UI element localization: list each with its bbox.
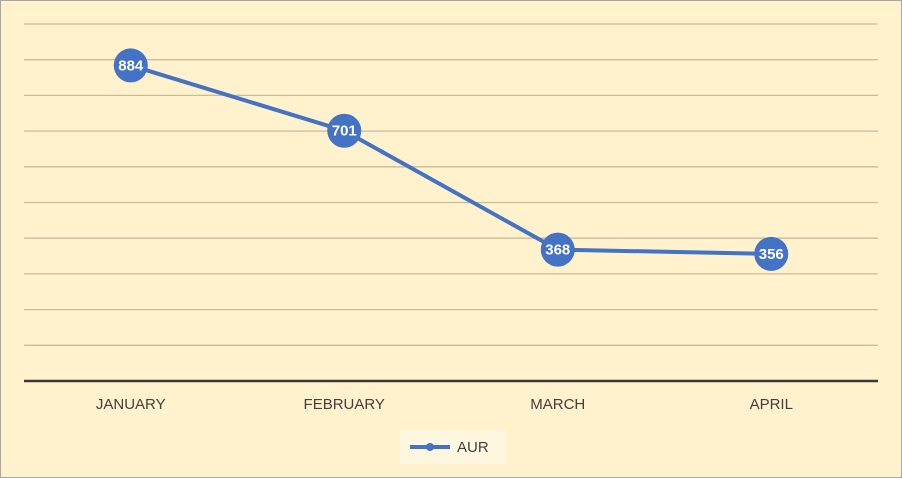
- data-label: 368: [545, 242, 570, 259]
- x-tick-label: JANUARY: [96, 396, 166, 413]
- data-point: [540, 232, 575, 267]
- x-tick-label: MARCH: [530, 396, 585, 413]
- data-label: 701: [332, 123, 357, 140]
- data-point: [754, 236, 789, 271]
- legend-swatch-marker: [426, 443, 434, 451]
- x-tick-label: APRIL: [750, 396, 793, 413]
- x-tick-label: FEBRUARY: [304, 396, 385, 413]
- data-point: [327, 113, 362, 148]
- legend-label: AUR: [457, 439, 489, 456]
- data-label: 356: [759, 246, 784, 263]
- series-line: [130, 63, 772, 256]
- data-point: [113, 48, 148, 83]
- data-label: 884: [118, 57, 144, 74]
